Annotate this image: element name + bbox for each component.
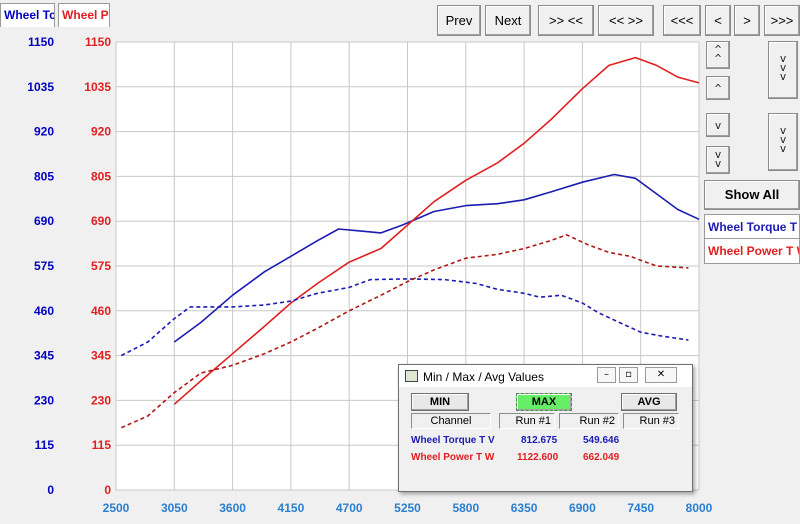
y-tick-label-torque: 115 (35, 438, 55, 452)
restore-icon[interactable]: ▫ (619, 367, 638, 383)
y-tick-label-power: 920 (91, 125, 111, 139)
zoom-out-button[interactable]: << >> (598, 5, 654, 36)
tab-wheel-power-label: Wheel Po (62, 8, 109, 22)
x-tick-label: 5800 (452, 501, 479, 515)
tab-wheel-torque[interactable]: Wheel Tc (0, 3, 55, 27)
double-chevron-up-icon: ^ ^ (714, 43, 722, 65)
row-channel: Wheel Power T W (411, 452, 495, 463)
column-header-channel: Channel (411, 413, 491, 429)
scale-down-small-button[interactable]: v (706, 113, 730, 137)
series-line (173, 56, 700, 405)
chevron-up-icon: ^ (714, 82, 722, 95)
y-tick-label-power: 0 (104, 483, 111, 497)
y-tick-label-torque: 1035 (27, 80, 54, 94)
row-run1: 1122.600 (517, 452, 559, 463)
column-header-run2: Run #2 (559, 413, 619, 429)
avg-button[interactable]: AVG (621, 393, 677, 411)
legend-wheel-power[interactable]: Wheel Power T W (704, 238, 800, 264)
tab-wheel-torque-label: Wheel Tc (4, 8, 55, 22)
y-tick-label-torque: 1150 (28, 35, 54, 49)
x-tick-label: 6350 (511, 501, 538, 515)
y-tick-label-torque: 460 (34, 304, 54, 318)
grid (115, 41, 700, 491)
series-line (120, 278, 689, 357)
scroll-right-button[interactable]: > (734, 5, 760, 36)
x-tick-label: 3600 (219, 501, 246, 515)
x-tick-label: 3050 (161, 501, 188, 515)
chevron-down-icon: v (714, 119, 722, 132)
min-button[interactable]: MIN (411, 393, 469, 411)
dialog-title: Min / Max / Avg Values (423, 370, 544, 384)
y-tick-label-power: 345 (91, 349, 111, 363)
y-tick-label-power: 115 (92, 438, 112, 452)
prev-button[interactable]: Prev (437, 5, 481, 36)
next-button[interactable]: Next (485, 5, 531, 36)
y-tick-label-torque: 805 (34, 169, 54, 183)
row-channel: Wheel Torque T V (411, 435, 495, 446)
y-tick-label-torque: 230 (34, 393, 54, 407)
y-tick-label-power: 460 (91, 304, 111, 318)
row-run1: 812.675 (521, 435, 558, 446)
x-tick-label: 4150 (278, 501, 305, 515)
min-max-avg-dialog: Min / Max / Avg Values – ▫ ✕ MIN MAX AVG… (398, 364, 693, 492)
y-tick-label-torque: 345 (34, 349, 54, 363)
scale-up-large-button[interactable]: ^ ^ (706, 41, 730, 69)
y-tick-label-torque: 690 (34, 214, 54, 228)
scroll-left-button[interactable]: < (705, 5, 731, 36)
close-icon[interactable]: ✕ (645, 367, 677, 383)
max-button[interactable]: MAX (516, 393, 572, 411)
y-tick-label-torque: 920 (34, 125, 54, 139)
tab-wheel-power[interactable]: Wheel Po (58, 3, 110, 27)
dialog-title-bar[interactable]: Min / Max / Avg Values – ▫ ✕ (399, 365, 692, 387)
x-tick-label: 4700 (336, 501, 363, 515)
x-tick-label: 6900 (569, 501, 596, 515)
legend-wheel-torque[interactable]: Wheel Torque T (704, 214, 800, 240)
scroll-far-left-button[interactable]: <<< (663, 5, 701, 36)
y-tick-label-power: 1035 (84, 80, 111, 94)
x-tick-label: 2500 (103, 501, 130, 515)
y-tick-label-power: 1150 (85, 35, 111, 49)
row-run2: 549.646 (583, 435, 620, 446)
y-tick-labels: 0 0 115 115 230 230 345 345 460 460 575 575 690 690 80… (27, 35, 111, 497)
x-tick-label: 7450 (627, 501, 654, 515)
x-tick-labels: 2500 3050 3600 4150 4700 5250 5800 6350 6900 7450… (103, 501, 713, 515)
column-header-run3: Run #3 (623, 413, 679, 429)
window-icon (405, 370, 418, 382)
x-tick-label: 8000 (686, 501, 713, 515)
x-tick-label: 5250 (394, 501, 421, 515)
column-header-run1: Run #1 (499, 413, 555, 429)
scroll-far-right-button[interactable]: >>> (764, 5, 800, 36)
y-tick-label-power: 805 (91, 169, 111, 183)
scale-up-small-button[interactable]: ^ (706, 76, 730, 100)
y-tick-label-torque: 575 (34, 259, 54, 273)
series-line (173, 173, 700, 343)
y-tick-label-power: 230 (91, 393, 111, 407)
y-tick-label-power: 690 (91, 214, 111, 228)
minimize-icon[interactable]: – (597, 367, 616, 383)
series-lines (120, 56, 700, 429)
series-line (120, 234, 689, 429)
y-tick-label-torque: 0 (47, 483, 54, 497)
row-run2: 662.049 (583, 452, 620, 463)
y-tick-label-power: 575 (91, 259, 111, 273)
show-all-button[interactable]: Show All (704, 180, 800, 210)
zoom-in-button[interactable]: >> << (538, 5, 594, 36)
